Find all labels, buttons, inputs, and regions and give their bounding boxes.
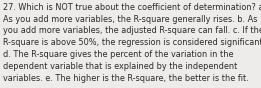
Text: R-square is above 50%, the regression is considered significant.: R-square is above 50%, the regression is… — [3, 38, 261, 47]
Text: As you add more variables, the R-square generally rises. b. As: As you add more variables, the R-square … — [3, 15, 258, 23]
Text: 27. Which is NOT true about the coefficient of determination? a.: 27. Which is NOT true about the coeffici… — [3, 3, 261, 12]
Text: variables. e. The higher is the R-square, the better is the fit.: variables. e. The higher is the R-square… — [3, 74, 249, 83]
Text: dependent variable that is explained by the independent: dependent variable that is explained by … — [3, 62, 238, 71]
Text: d. The R-square gives the percent of the variation in the: d. The R-square gives the percent of the… — [3, 50, 234, 59]
Text: you add more variables, the adjusted R-square can fall. c. If the: you add more variables, the adjusted R-s… — [3, 26, 261, 35]
